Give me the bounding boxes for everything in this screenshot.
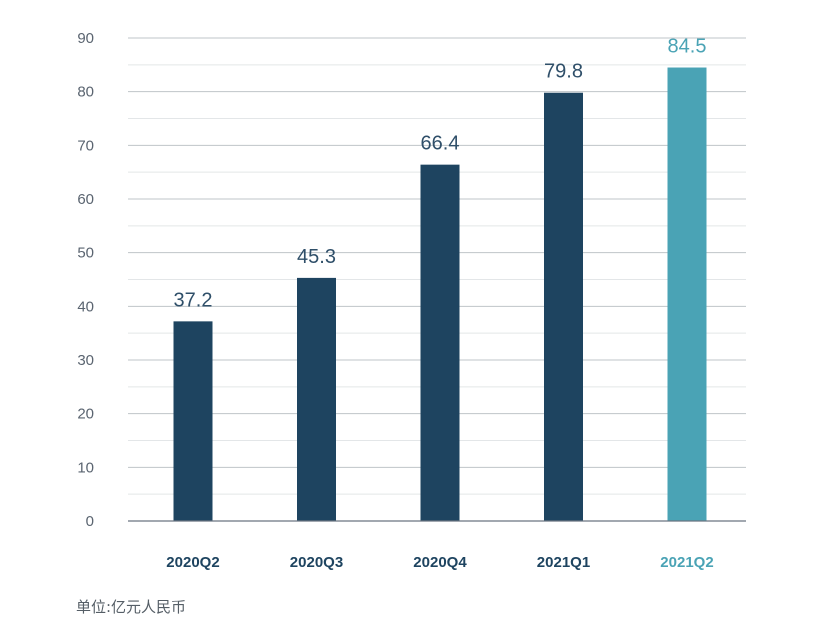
y-axis-ticks: 0 10 20 30 40 50 60 70 80 90 (77, 30, 94, 530)
y-tick-label: 30 (77, 352, 94, 369)
bar-2021Q2 (667, 67, 707, 522)
value-label-2020Q2: 37.2 (174, 289, 213, 311)
y-tick-label: 50 (77, 245, 94, 262)
value-label-2021Q1: 79.8 (544, 61, 583, 83)
x-tick-label-2020Q3: 2020Q3 (290, 554, 343, 571)
unit-note: 单位:亿元人民币 (76, 598, 187, 616)
x-tick-label-2020Q2: 2020Q2 (166, 554, 219, 571)
y-tick-label: 20 (77, 406, 94, 423)
x-axis-ticks: 2020Q2 2020Q3 2020Q4 2021Q1 2021Q2 (166, 554, 713, 571)
y-tick-label: 40 (77, 298, 94, 315)
y-tick-label: 0 (86, 513, 94, 530)
y-tick-label: 60 (77, 191, 94, 208)
y-tick-label: 70 (77, 137, 94, 154)
y-tick-label: 10 (77, 459, 94, 476)
value-label-2020Q4: 66.4 (421, 133, 460, 155)
bar-2020Q4 (420, 164, 460, 522)
bar-2020Q2 (173, 321, 213, 521)
value-label-2020Q3: 45.3 (297, 246, 336, 268)
y-tick-label: 90 (77, 30, 94, 47)
bar-2021Q1 (544, 92, 583, 522)
value-label-2021Q2: 84.5 (668, 36, 707, 58)
x-tick-label-2021Q2: 2021Q2 (660, 554, 713, 571)
value-labels: 37.2 45.3 66.4 79.8 84.5 (174, 36, 707, 312)
bars (173, 67, 707, 522)
x-tick-label-2021Q1: 2021Q1 (537, 554, 590, 571)
x-tick-label-2020Q4: 2020Q4 (413, 554, 467, 571)
bar-2020Q3 (297, 277, 336, 521)
y-tick-label: 80 (77, 84, 94, 101)
